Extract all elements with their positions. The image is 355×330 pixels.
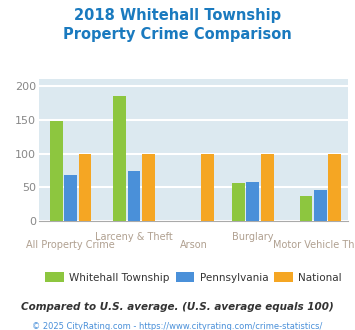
Text: Motor Vehicle Theft: Motor Vehicle Theft <box>273 240 355 250</box>
Text: Compared to U.S. average. (U.S. average equals 100): Compared to U.S. average. (U.S. average … <box>21 302 334 312</box>
Bar <box>50 121 63 221</box>
Bar <box>232 182 245 221</box>
Bar <box>113 96 126 221</box>
Text: © 2025 CityRating.com - https://www.cityrating.com/crime-statistics/: © 2025 CityRating.com - https://www.city… <box>32 322 323 330</box>
Bar <box>142 153 155 221</box>
Bar <box>300 196 312 221</box>
Legend: Whitehall Township, Pennsylvania, National: Whitehall Township, Pennsylvania, Nation… <box>41 268 346 287</box>
Text: 2018 Whitehall Township
Property Crime Comparison: 2018 Whitehall Township Property Crime C… <box>63 8 292 42</box>
Text: Burglary: Burglary <box>232 232 274 242</box>
Bar <box>78 153 91 221</box>
Bar <box>314 190 327 221</box>
Bar <box>64 175 77 221</box>
Bar <box>128 171 141 221</box>
Bar <box>201 153 214 221</box>
Bar <box>261 153 274 221</box>
Bar <box>246 182 259 221</box>
Text: Larceny & Theft: Larceny & Theft <box>95 232 173 242</box>
Text: All Property Crime: All Property Crime <box>26 240 115 250</box>
Text: Arson: Arson <box>180 240 207 250</box>
Bar <box>328 153 341 221</box>
